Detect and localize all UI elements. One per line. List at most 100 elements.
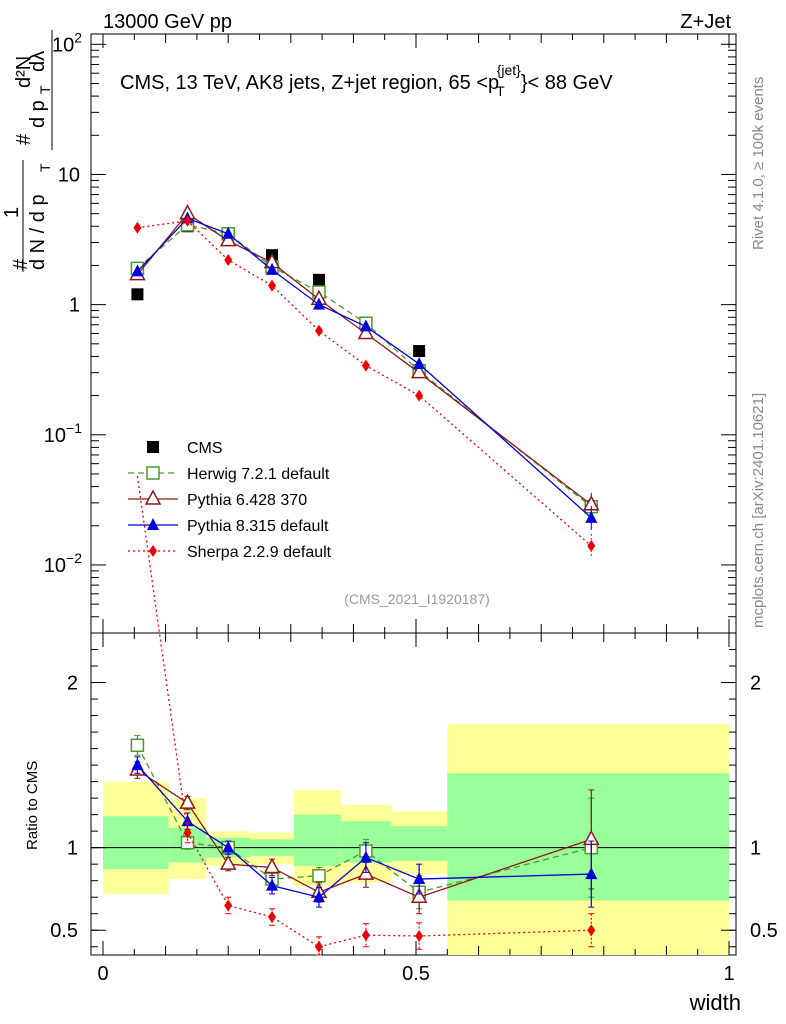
ratio-point — [266, 878, 279, 891]
ratio-point — [314, 940, 323, 953]
header-right: Z+Jet — [680, 11, 731, 33]
ratio-xtick-label-1: 0.5 — [402, 963, 430, 985]
legend-entry-4: Sherpa 2.2.9 default — [128, 544, 332, 561]
ratio-point — [224, 899, 233, 912]
ratio-series-line-1 — [137, 769, 592, 898]
ratio-point — [415, 930, 424, 943]
ratio-point — [359, 850, 372, 863]
main-point — [361, 359, 370, 372]
ylabel-one: 1 — [1, 207, 23, 218]
ylabel-hash-2: # — [13, 133, 35, 145]
main-point — [585, 510, 598, 523]
ratio-point — [263, 857, 281, 874]
legend-label-2: Pythia 6.428 370 — [187, 492, 307, 509]
main-point — [410, 363, 428, 379]
ratio-panel-frame — [90, 632, 737, 956]
plot-title-sup: {jet} — [497, 62, 521, 78]
ratio-bands — [103, 723, 729, 955]
ylabel-dpt: d p — [27, 100, 49, 128]
main-point — [413, 345, 426, 358]
legend-entry-1: Herwig 7.2.1 default — [128, 466, 330, 483]
plot-title: CMS, 13 TeV, AK8 jets, Z+jet region, 65 … — [120, 62, 613, 99]
ratio-point — [585, 867, 598, 880]
legend-label-0: CMS — [187, 440, 223, 457]
main-series-line-2 — [136, 212, 592, 506]
ratio-point — [413, 872, 426, 885]
main-point — [587, 539, 596, 552]
main-series-line-1 — [137, 224, 592, 508]
ratio-point — [312, 890, 325, 903]
legend: CMS Herwig 7.2.1 default Pythia 6.428 370 P… — [128, 440, 332, 561]
main-ytick-label-0: 10−2 — [44, 550, 82, 577]
legend-label-1: Herwig 7.2.1 default — [187, 466, 330, 483]
ratio-band-inner-4 — [293, 814, 341, 866]
ratio-ytick-label-right-2: 2 — [750, 673, 761, 695]
main-point — [413, 356, 426, 369]
main-point — [312, 297, 325, 310]
main-point — [224, 254, 233, 267]
main-y-axis-label: # 1 d N / d p T # d²N d p T dλ — [1, 30, 53, 272]
main-series — [129, 204, 600, 558]
main-point — [219, 231, 237, 247]
main-point — [357, 323, 375, 340]
ratio-xtick-label-0: 0 — [97, 963, 108, 985]
ratio-series — [129, 476, 600, 956]
main-ytick-label-1: 10−1 — [44, 420, 82, 447]
main-point — [415, 389, 424, 402]
main-point — [183, 214, 192, 227]
ratio-point — [130, 738, 145, 753]
plot-title-sub: T — [496, 83, 505, 99]
ratio-point — [219, 854, 237, 870]
ylabel-t2: T — [37, 85, 53, 94]
ylabel-d2n: d²N — [13, 56, 35, 88]
legend-marker-3 — [147, 518, 159, 530]
plot-title-tail: }< 88 GeV — [521, 72, 613, 94]
header-left: 13000 GeV pp — [103, 11, 232, 33]
legend-marker-0 — [147, 441, 159, 453]
analysis-watermark: (CMS_2021_I1920187) — [344, 591, 490, 607]
main-ytick-label-3: 10 — [58, 164, 80, 186]
legend-marker-4 — [149, 545, 157, 557]
main-series-line-3 — [136, 217, 592, 519]
ratio-point — [361, 929, 370, 942]
main-point — [133, 221, 142, 234]
legend-entry-3: Pythia 8.315 default — [128, 518, 329, 535]
main-point — [268, 279, 277, 292]
plot-title-main: CMS, 13 TeV, AK8 jets, Z+jet region, 65 … — [120, 72, 499, 94]
main-ytick-label-4: 102 — [52, 29, 82, 56]
ratio-ytick-label-0: 0.5 — [50, 920, 78, 942]
ratio-y-axis-label: Ratio to CMS — [24, 761, 41, 850]
ratio-point — [312, 868, 326, 883]
main-point — [359, 319, 372, 332]
ratio-ytick-label-right-0: 0.5 — [750, 920, 778, 942]
ratio-point — [268, 911, 277, 924]
x-axis-label: width — [689, 990, 741, 1015]
main-ytick-label-2: 1 — [69, 295, 80, 317]
main-point — [314, 324, 323, 337]
main-series-line-4 — [137, 220, 592, 547]
mcplots-credit: mcplots.cern.ch [arXiv:2401.10621] — [750, 393, 767, 628]
ratio-point — [410, 887, 428, 903]
rivet-version: Rivet 4.1.0, ≥ 100k events — [750, 77, 767, 250]
ratio-series-line-3 — [136, 476, 592, 948]
main-series-4 — [133, 214, 596, 558]
ratio-series-3 — [136, 476, 596, 956]
ratio-ytick-label-1: 1 — [67, 838, 78, 860]
legend-entry-2: Pythia 6.428 370 — [128, 489, 307, 509]
main-point — [266, 262, 279, 275]
legend-marker-2 — [144, 489, 162, 505]
ratio-band-inner-6 — [390, 826, 448, 861]
ylabel-t1: T — [37, 163, 53, 172]
main-point — [131, 264, 144, 277]
ylabel-dlambda: dλ — [27, 51, 49, 72]
main-point — [131, 288, 144, 301]
main-point — [312, 273, 325, 286]
ratio-point — [587, 924, 596, 937]
ratio-ytick-label-2: 2 — [67, 673, 78, 695]
ratio-point — [222, 840, 235, 853]
ratio-series-line-0 — [136, 744, 592, 893]
legend-marker-1 — [146, 466, 160, 480]
legend-label-4: Sherpa 2.2.9 default — [187, 544, 332, 561]
axes-ticks: 10−2 10−1 1 10 102 0 0.5 1 0.5 0.5 1 1 2 2 — [44, 29, 778, 985]
